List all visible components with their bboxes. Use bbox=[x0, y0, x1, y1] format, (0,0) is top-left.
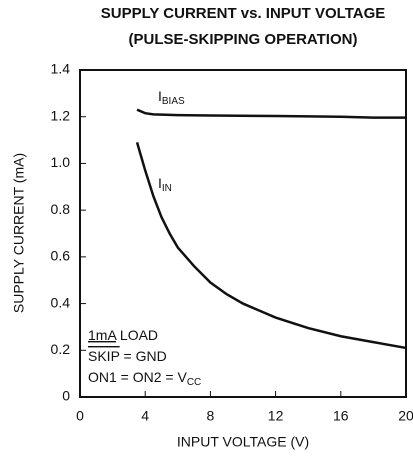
x-tick-label: 16 bbox=[333, 408, 349, 424]
x-tick-label: 8 bbox=[207, 408, 215, 424]
series-line bbox=[135, 142, 407, 350]
note-segment: SKIP bbox=[88, 348, 120, 364]
plot-frame bbox=[79, 69, 407, 398]
y-tick-label: 0.2 bbox=[51, 341, 71, 357]
series-label-main: I bbox=[158, 88, 162, 104]
note-line: ON1 = ON2 = VCC bbox=[88, 369, 201, 388]
x-axis-label: INPUT VOLTAGE (V) bbox=[177, 434, 309, 450]
note-segment: LOAD bbox=[116, 327, 158, 343]
note-line: SKIP = GND bbox=[88, 348, 167, 364]
note-segment: 1mA bbox=[88, 327, 117, 343]
note-segment: ON1 = ON2 = V bbox=[88, 369, 187, 385]
x-tick-label: 12 bbox=[268, 408, 284, 424]
y-tick-label: 1.4 bbox=[51, 61, 71, 77]
y-tick-label: 0.4 bbox=[51, 294, 71, 310]
series-label-sub: BIAS bbox=[162, 96, 185, 107]
series-label-main: I bbox=[158, 175, 162, 191]
x-tick-label: 0 bbox=[76, 408, 84, 424]
series-label: IIN bbox=[158, 175, 172, 194]
y-tick-label: 0 bbox=[62, 388, 70, 404]
y-tick-label: 1.2 bbox=[51, 107, 71, 123]
series-label: IBIAS bbox=[158, 88, 185, 107]
series-label-sub: IN bbox=[162, 183, 172, 194]
y-axis-label: SUPPLY CURRENT (mA) bbox=[11, 153, 27, 313]
chart-subtitle: (PULSE-SKIPPING OPERATION) bbox=[129, 31, 358, 48]
note-segment: CC bbox=[187, 377, 201, 388]
y-tick-label: 1.0 bbox=[51, 154, 71, 170]
y-tick-label: 0.6 bbox=[51, 248, 71, 264]
x-tick-label: 4 bbox=[141, 408, 149, 424]
y-tick-label: 0.8 bbox=[51, 201, 71, 217]
note-segment: = GND bbox=[120, 348, 167, 364]
x-tick-label: 20 bbox=[398, 408, 413, 424]
series-line bbox=[136, 108, 406, 119]
chart-title: SUPPLY CURRENT vs. INPUT VOLTAGE bbox=[101, 5, 386, 22]
note-line: 1mA LOAD bbox=[88, 327, 158, 343]
